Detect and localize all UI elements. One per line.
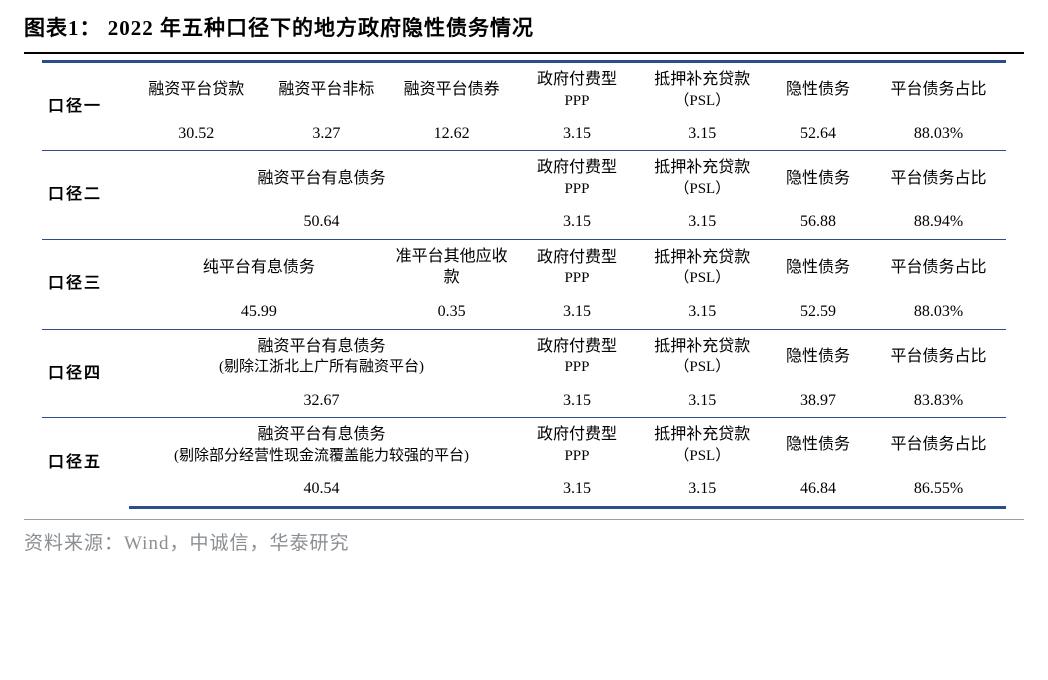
cell-value: 38.97 [765, 384, 871, 418]
col-label: 平台债务占比 [871, 239, 1006, 295]
row-header: 口径一 [42, 62, 129, 151]
col-label: 隐性债务 [765, 62, 871, 117]
table-row: 40.54 3.15 3.15 46.84 86.55% [42, 472, 1006, 507]
cell-value: 88.94% [871, 205, 1006, 239]
cell-value: 3.15 [514, 205, 639, 239]
col-label: 平台债务占比 [871, 62, 1006, 117]
col-label: 政府付费型PPP [514, 151, 639, 205]
cell-value: 3.15 [640, 295, 765, 329]
cell-value: 52.59 [765, 295, 871, 329]
col-label: 政府付费型PPP [514, 62, 639, 117]
cell-value: 3.15 [514, 472, 639, 507]
col-label: 平台债务占比 [871, 329, 1006, 383]
cell-value: 3.15 [640, 205, 765, 239]
cell-value: 3.15 [514, 384, 639, 418]
col-label: 隐性债务 [765, 151, 871, 205]
cell-value: 86.55% [871, 472, 1006, 507]
table-row: 32.67 3.15 3.15 38.97 83.83% [42, 384, 1006, 418]
cell-value: 3.15 [514, 295, 639, 329]
cell-value: 30.52 [129, 117, 264, 151]
cell-value: 3.15 [640, 117, 765, 151]
col-label: 准平台其他应收款 [389, 239, 514, 295]
col-label: 纯平台有息债务 [129, 239, 389, 295]
cell-value: 45.99 [129, 295, 389, 329]
chart-title: 图表1： 2022 年五种口径下的地方政府隐性债务情况 [24, 12, 1024, 54]
col-label: 平台债务占比 [871, 151, 1006, 205]
col-label: 隐性债务 [765, 239, 871, 295]
table-row: 口径一 融资平台贷款 融资平台非标 融资平台债券 政府付费型PPP 抵押补充贷款… [42, 62, 1006, 117]
source-divider: 资料来源：Wind，中诚信，华泰研究 [24, 519, 1024, 555]
col-label: 融资平台贷款 [129, 62, 264, 117]
table-row: 45.99 0.35 3.15 3.15 52.59 88.03% [42, 295, 1006, 329]
col-label: 融资平台有息债务(剔除部分经营性现金流覆盖能力较强的平台) [129, 418, 515, 472]
cell-value: 83.83% [871, 384, 1006, 418]
row-header: 口径二 [42, 151, 129, 239]
col-label: 融资平台有息债务 [129, 151, 515, 205]
col-label: 政府付费型PPP [514, 329, 639, 383]
table-container: 口径一 融资平台贷款 融资平台非标 融资平台债券 政府付费型PPP 抵押补充贷款… [24, 60, 1024, 509]
cell-value: 32.67 [129, 384, 515, 418]
col-label: 融资平台有息债务(剔除江浙北上广所有融资平台) [129, 329, 515, 383]
table-row: 30.52 3.27 12.62 3.15 3.15 52.64 88.03% [42, 117, 1006, 151]
col-label: 政府付费型PPP [514, 239, 639, 295]
cell-value: 46.84 [765, 472, 871, 507]
table-row: 口径三 纯平台有息债务 准平台其他应收款 政府付费型PPP 抵押补充贷款（PSL… [42, 239, 1006, 295]
row-header: 口径五 [42, 418, 129, 507]
cell-value: 56.88 [765, 205, 871, 239]
table-row: 口径四 融资平台有息债务(剔除江浙北上广所有融资平台) 政府付费型PPP 抵押补… [42, 329, 1006, 383]
cell-value: 12.62 [389, 117, 514, 151]
cell-value: 3.15 [640, 384, 765, 418]
table-row: 50.64 3.15 3.15 56.88 88.94% [42, 205, 1006, 239]
cell-value: 52.64 [765, 117, 871, 151]
cell-value: 50.64 [129, 205, 515, 239]
cell-value: 88.03% [871, 117, 1006, 151]
col-label: 融资平台非标 [264, 62, 389, 117]
row-header: 口径四 [42, 329, 129, 417]
col-label: 融资平台债券 [389, 62, 514, 117]
col-label: 隐性债务 [765, 329, 871, 383]
col-label: 抵押补充贷款（PSL） [640, 151, 765, 205]
row-header: 口径三 [42, 239, 129, 329]
col-label: 抵押补充贷款（PSL） [640, 62, 765, 117]
col-label: 抵押补充贷款（PSL） [640, 239, 765, 295]
source-text: 资料来源：Wind，中诚信，华泰研究 [24, 528, 1024, 555]
col-label: 抵押补充贷款（PSL） [640, 329, 765, 383]
col-label: 平台债务占比 [871, 418, 1006, 472]
col-label: 政府付费型PPP [514, 418, 639, 472]
debt-table: 口径一 融资平台贷款 融资平台非标 融资平台债券 政府付费型PPP 抵押补充贷款… [42, 60, 1006, 509]
table-row: 口径二 融资平台有息债务 政府付费型PPP 抵押补充贷款（PSL） 隐性债务 平… [42, 151, 1006, 205]
cell-value: 3.15 [640, 472, 765, 507]
cell-value: 88.03% [871, 295, 1006, 329]
col-label: 隐性债务 [765, 418, 871, 472]
col-label: 抵押补充贷款（PSL） [640, 418, 765, 472]
cell-value: 3.15 [514, 117, 639, 151]
table-row: 口径五 融资平台有息债务(剔除部分经营性现金流覆盖能力较强的平台) 政府付费型P… [42, 418, 1006, 472]
cell-value: 3.27 [264, 117, 389, 151]
cell-value: 40.54 [129, 472, 515, 507]
cell-value: 0.35 [389, 295, 514, 329]
